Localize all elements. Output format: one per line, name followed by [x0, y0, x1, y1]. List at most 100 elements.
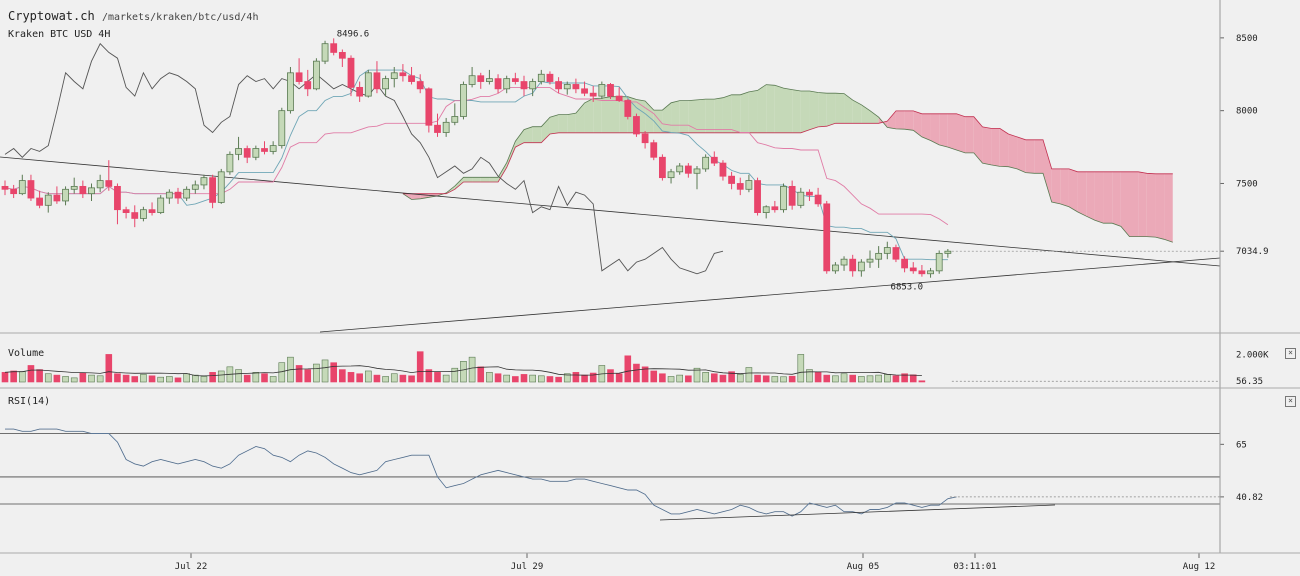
candle-body [581, 88, 588, 94]
volume-bar [780, 376, 787, 383]
candle-body [589, 92, 597, 97]
volume-bar [269, 376, 277, 383]
cloud-segment [610, 96, 620, 133]
candle-body [434, 124, 441, 133]
candle [209, 174, 217, 209]
cloud-segment [809, 91, 819, 130]
candle-body [607, 84, 614, 97]
cloud-segment [1086, 171, 1095, 221]
candle [883, 241, 891, 260]
candle [745, 174, 753, 193]
candle-body [624, 100, 632, 117]
candle-body [529, 81, 537, 90]
volume-bar [728, 371, 735, 383]
price-tick-label: 8000 [1236, 107, 1258, 117]
volume-bar [546, 376, 554, 383]
cloud-segment [870, 110, 879, 124]
market-path[interactable]: /markets/kraken/btc/usd/4h [101, 12, 259, 23]
volume-bar [122, 374, 130, 383]
candle-body [139, 209, 147, 219]
cloud-segment [783, 88, 793, 133]
candle-body [702, 156, 710, 170]
cloud-segment [800, 91, 810, 133]
candle-body [598, 84, 606, 97]
candle [442, 117, 450, 137]
candle [814, 187, 822, 207]
cloud-segment [601, 96, 611, 133]
candle [823, 200, 831, 274]
volume-bar [304, 369, 312, 383]
cloud-segment [740, 91, 749, 133]
cloud-segment [593, 98, 602, 133]
candle-body [36, 197, 43, 206]
candle-body [511, 78, 519, 82]
volume-bar [382, 376, 389, 383]
volume-tick-label: 56.35 [1236, 377, 1263, 387]
site-name[interactable]: Cryptowat.ch [8, 9, 95, 23]
volume-bar [685, 375, 692, 383]
candle-body [745, 180, 753, 190]
candle [114, 183, 121, 225]
candle [356, 81, 364, 102]
volume-bar [736, 374, 744, 383]
volume-bar [364, 370, 372, 383]
candle-body [131, 212, 139, 219]
cloud-segment [826, 93, 836, 127]
volume-tick-label: 2.000K [1236, 350, 1269, 360]
cloud-segment [697, 99, 706, 133]
rsi-panel-title: RSI(14) [8, 396, 51, 407]
cloud-segment [1138, 171, 1147, 237]
candle-body [460, 84, 467, 117]
candle [321, 40, 329, 65]
volume-bar [399, 374, 407, 383]
candle [269, 141, 277, 155]
price-panel: 8496.6 6853.0 8500 8000 7500 7034.9 [0, 29, 1269, 333]
candle-body [659, 156, 666, 179]
candle-body [676, 165, 684, 173]
candle [901, 256, 908, 273]
candle-body [555, 81, 562, 90]
candle [780, 183, 787, 213]
volume-bar [460, 361, 467, 383]
candle-body [485, 78, 493, 82]
price-axis: 8500 8000 7500 7034.9 [1220, 34, 1269, 257]
volume-bar [192, 374, 199, 383]
candle [174, 187, 182, 204]
candle-body [114, 185, 121, 211]
volume-bar [883, 374, 891, 383]
candle [728, 171, 735, 190]
volume-bar [702, 372, 709, 383]
cloud-segment [835, 93, 845, 124]
volume-bar [581, 374, 588, 383]
candle [676, 163, 684, 175]
volume-bar [235, 369, 242, 383]
ichimoku-cloud [402, 84, 1173, 243]
volume-close-button[interactable]: × [1285, 348, 1296, 359]
cloud-segment [1077, 171, 1087, 217]
candle-body [901, 258, 908, 269]
volume-bar [494, 373, 502, 383]
volume-bar [96, 375, 104, 383]
candle-body [79, 185, 87, 195]
rsi-close-button[interactable]: × [1285, 396, 1296, 407]
candle-body [641, 133, 649, 144]
volume-bar [512, 376, 519, 383]
candle [295, 58, 303, 85]
candle [226, 151, 234, 175]
cloud-segment [722, 94, 732, 133]
cloud-segment [1068, 168, 1078, 212]
candle [710, 151, 718, 166]
candle [399, 64, 407, 82]
cloud-segment [489, 177, 499, 183]
cloud-segment [498, 162, 507, 183]
cloud-segment [852, 100, 862, 124]
page-title: Cryptowat.ch /markets/kraken/btc/usd/4h [8, 9, 258, 23]
volume-panel: 2.000K 56.35 [1, 350, 1269, 387]
volume-bar [520, 374, 528, 383]
candle [157, 195, 165, 215]
candle [79, 180, 87, 199]
cloud-segment [584, 98, 594, 133]
cloud-segment [558, 114, 568, 133]
candle [589, 85, 597, 102]
candle-body [780, 185, 787, 211]
